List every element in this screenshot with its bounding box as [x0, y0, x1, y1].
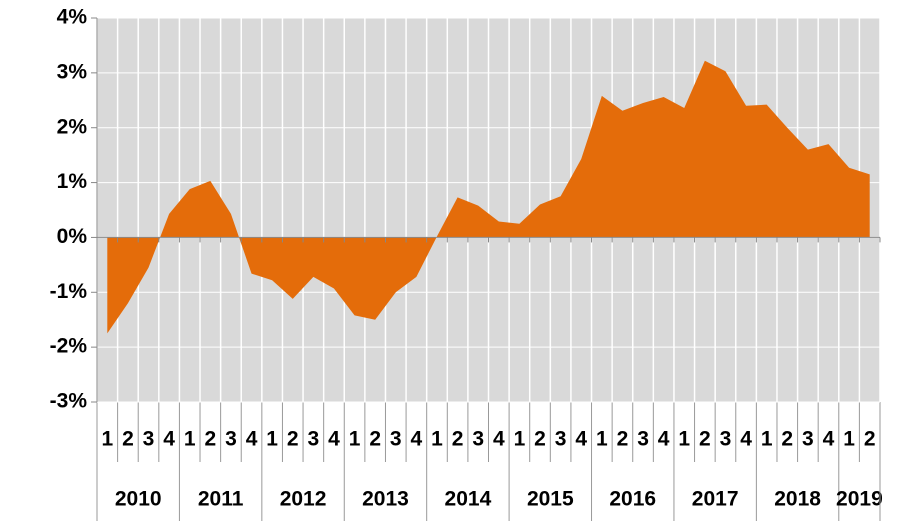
x-tick-label: 3 — [225, 428, 237, 451]
x-tick-label: 4 — [493, 428, 505, 451]
x-tick-label: 4 — [246, 428, 258, 451]
x-tick-label: 3 — [637, 428, 649, 451]
x-tick-label: 1 — [184, 428, 196, 451]
x-tick-label: 1 — [514, 428, 526, 451]
x-tick-label: 4 — [163, 428, 175, 451]
y-tick-label: 3% — [57, 60, 88, 83]
x-tick-label: 1 — [678, 428, 690, 451]
y-tick-label: 0% — [57, 225, 88, 248]
x-tick-label: 2 — [287, 428, 299, 451]
year-label: 2015 — [527, 488, 574, 511]
year-label: 2016 — [609, 488, 656, 511]
x-tick-label: 3 — [472, 428, 484, 451]
x-tick-label: 4 — [740, 428, 752, 451]
year-label: 2010 — [115, 488, 162, 511]
x-tick-label: 2 — [534, 428, 546, 451]
x-tick-label: 1 — [349, 428, 361, 451]
y-tick-label: 4% — [57, 6, 88, 29]
y-tick-label: -3% — [50, 390, 88, 413]
year-label: 2013 — [362, 488, 409, 511]
x-tick-label: 1 — [843, 428, 855, 451]
x-tick-label: 4 — [411, 428, 423, 451]
x-tick-label: 2 — [204, 428, 216, 451]
x-tick-label: 2 — [617, 428, 629, 451]
x-tick-label: 3 — [308, 428, 320, 451]
y-tick-label: -1% — [50, 280, 88, 303]
year-label: 2018 — [774, 488, 821, 511]
year-label: 2014 — [445, 488, 492, 511]
x-tick-label: 3 — [143, 428, 155, 451]
x-tick-label: 4 — [575, 428, 587, 451]
year-label: 2011 — [198, 488, 244, 511]
x-tick-label: 1 — [431, 428, 443, 451]
x-tick-label: 1 — [761, 428, 773, 451]
x-tick-label: 2 — [122, 428, 134, 451]
x-tick-label: 2 — [452, 428, 464, 451]
x-tick-label: 1 — [101, 428, 113, 451]
x-tick-label: 4 — [328, 428, 340, 451]
year-label: 2019 — [836, 488, 883, 511]
x-tick-label: 4 — [658, 428, 670, 451]
x-tick-label: 2 — [369, 428, 381, 451]
x-tick-label: 2 — [781, 428, 793, 451]
x-tick-label: 3 — [802, 428, 814, 451]
x-tick-label: 3 — [390, 428, 402, 451]
year-label: 2012 — [280, 488, 327, 511]
year-label: 2017 — [692, 488, 739, 511]
x-tick-label: 2 — [699, 428, 711, 451]
x-tick-label: 3 — [555, 428, 567, 451]
y-tick-label: 2% — [57, 115, 88, 138]
y-tick-label: -2% — [50, 335, 88, 358]
x-tick-label: 1 — [266, 428, 278, 451]
x-tick-label: 2 — [864, 428, 876, 451]
x-tick-label: 1 — [596, 428, 608, 451]
area — [107, 60, 870, 334]
x-tick-label: 3 — [720, 428, 732, 451]
x-tick-label: 4 — [823, 428, 835, 451]
y-tick-label: 1% — [57, 170, 88, 193]
